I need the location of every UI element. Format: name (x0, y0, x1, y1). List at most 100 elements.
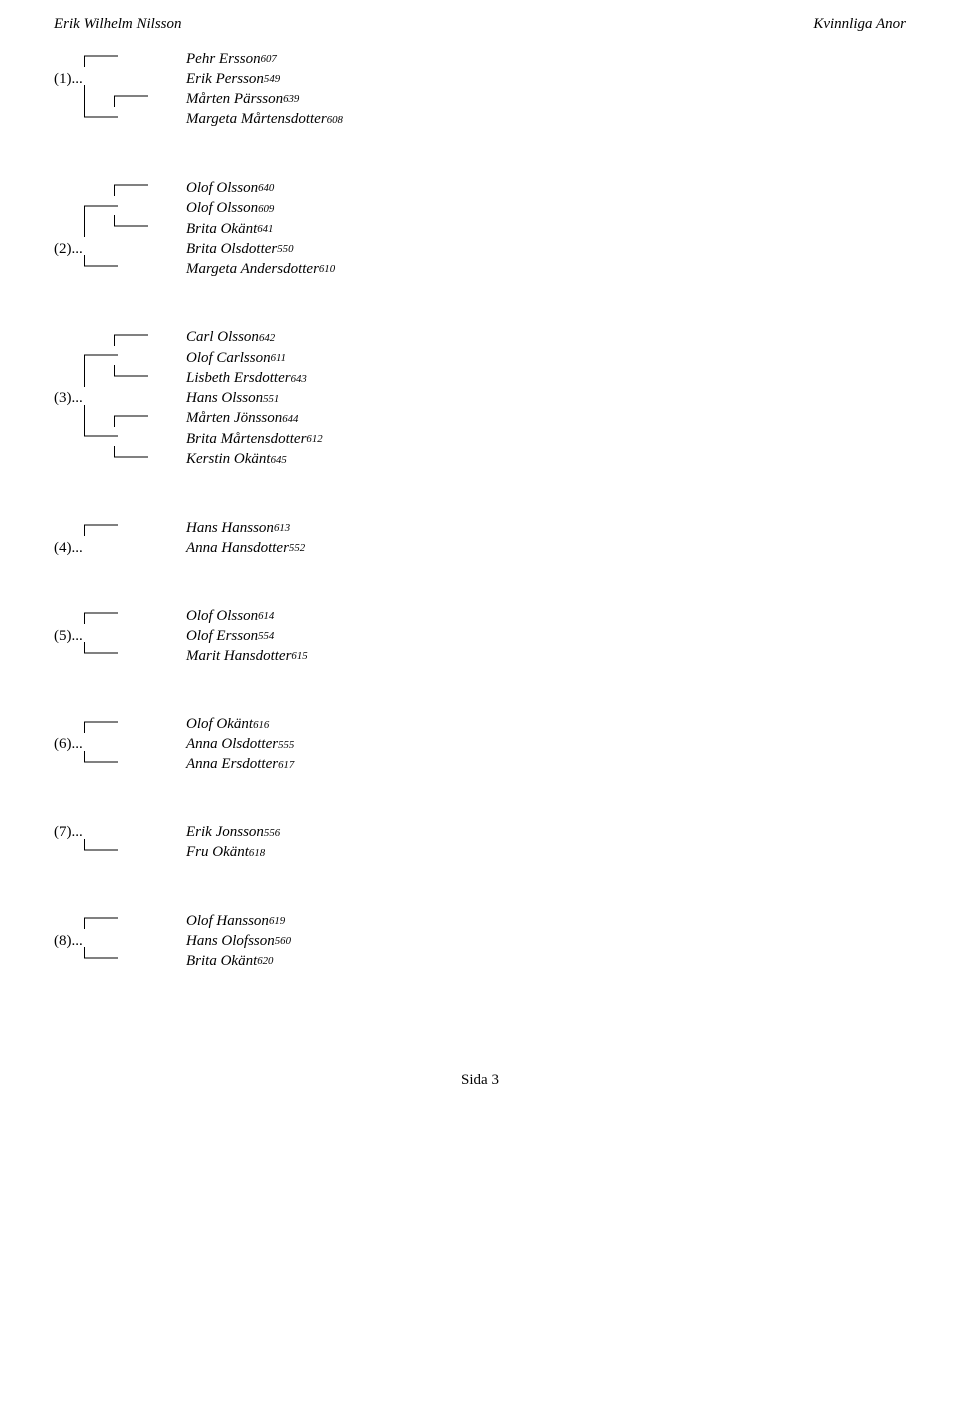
person-name: Olof Carlsson (186, 349, 271, 369)
person-name: Anna Ersdotter (186, 755, 278, 775)
person-name: Hans Olofsson (186, 932, 275, 952)
tree-row: Pehr Ersson607 (54, 49, 906, 70)
row-prefix: (6)... (54, 735, 186, 755)
branch-bot-icon (84, 110, 118, 124)
group-8: Olof Hansson619 (8)... Hans Olofsson560 … (54, 911, 906, 972)
branch-bot-icon (84, 755, 118, 769)
branch-pass-bot-icon (84, 219, 148, 233)
row-prefix: (8)... (54, 932, 186, 952)
branch-bot-icon (84, 259, 118, 273)
person-name: Erik Jonsson (186, 823, 264, 843)
tree-row: Olof Olsson609 (54, 199, 906, 220)
page-footer: Sida 3 (0, 1012, 960, 1115)
person-name: Brita Okänt (186, 952, 257, 972)
tree-row: Margeta Andersdotter610 (54, 259, 906, 280)
tree-row: (3)... Hans Olsson551 (54, 389, 906, 409)
person-name: Olof Olsson (186, 179, 258, 199)
tree-row: (8)... Hans Olofsson560 (54, 932, 906, 952)
tree-row: Kerstin Okänt645 (54, 450, 906, 471)
header-right: Kvinnliga Anor (813, 16, 906, 33)
person-name: Olof Olsson (186, 199, 258, 219)
tree-row: Olof Olsson640 (54, 178, 906, 199)
person-name: Olof Okänt (186, 715, 253, 735)
tree-row: Fru Okänt618 (54, 843, 906, 864)
branch-top-icon (84, 715, 118, 729)
tree-row: Margeta Mårtensdotter608 (54, 110, 906, 131)
person-name: Anna Olsdotter (186, 735, 278, 755)
group-1: Pehr Ersson607 (1)... Erik Persson549 Må… (54, 49, 906, 130)
row-prefix: (7)... (54, 823, 186, 843)
branch-bot-icon (84, 843, 118, 857)
person-name: Hans Olsson (186, 389, 263, 409)
tree-row: Olof Olsson614 (54, 606, 906, 627)
person-name: Anna Hansdotter (186, 539, 289, 559)
tree-row: Marit Hansdotter615 (54, 646, 906, 667)
person-name: Brita Okänt (186, 220, 257, 240)
page-number: Sida 3 (461, 1072, 499, 1088)
tree-row: Olof Okänt616 (54, 715, 906, 736)
tree-row: (7)... Erik Jonsson556 (54, 823, 906, 843)
branch-bot-icon (84, 951, 118, 965)
tree-row: Carl Olsson642 (54, 328, 906, 349)
branch-top-icon (84, 606, 118, 620)
person-name: Carl Olsson (186, 328, 259, 348)
group-7: (7)... Erik Jonsson556 Fru Okänt618 (54, 823, 906, 863)
branch-top-icon (84, 199, 118, 213)
branch-pass-top-icon (84, 409, 148, 423)
person-name: Brita Mårtensdotter (186, 430, 306, 450)
page-header: Erik Wilhelm Nilsson Kvinnliga Anor (0, 0, 960, 37)
group-4: Hans Hansson613 (4)... Anna Hansdotter55… (54, 518, 906, 558)
header-left: Erik Wilhelm Nilsson (54, 16, 182, 33)
person-name: Mårten Jönsson (186, 409, 282, 429)
person-name: Margeta Mårtensdotter (186, 110, 327, 130)
person-name: Erik Persson (186, 70, 264, 90)
tree-row: Olof Hansson619 (54, 911, 906, 932)
group-2: Olof Olsson640 Olof Olsson609 Brita Okän… (54, 178, 906, 280)
branch-bot-icon (114, 450, 148, 464)
branch-bot-icon (84, 429, 118, 443)
tree-row: (2)... Brita Olsdotter550 (54, 240, 906, 260)
tree-row: Mårten Pärsson639 (54, 89, 906, 110)
person-name: Olof Ersson (186, 627, 258, 647)
row-prefix: (5)... (54, 627, 186, 647)
tree-row: Anna Ersdotter617 (54, 755, 906, 776)
group-3: Carl Olsson642 Olof Carlsson611 Lisbeth … (54, 328, 906, 471)
branch-top-icon (84, 911, 118, 925)
tree-row: Hans Hansson613 (54, 518, 906, 539)
tree-row: Brita Mårtensdotter612 (54, 429, 906, 450)
person-name: Olof Hansson (186, 912, 269, 932)
tree-row: Lisbeth Ersdotter643 (54, 369, 906, 390)
person-name: Marit Hansdotter (186, 647, 291, 667)
tree-row: Brita Okänt620 (54, 951, 906, 972)
branch-top-icon (84, 518, 118, 532)
genealogy-content: Pehr Ersson607 (1)... Erik Persson549 Må… (0, 37, 960, 972)
tree-row: Brita Okänt641 (54, 219, 906, 240)
branch-top-icon (84, 348, 118, 362)
group-6: Olof Okänt616 (6)... Anna Olsdotter555 A… (54, 715, 906, 776)
branch-pass-top-icon (84, 89, 148, 103)
person-name: Brita Olsdotter (186, 240, 277, 260)
row-prefix: (1)... (54, 70, 186, 90)
branch-top-icon (114, 178, 148, 192)
tree-row: Olof Carlsson611 (54, 348, 906, 369)
person-name: Kerstin Okänt (186, 450, 271, 470)
tree-row: (4)... Anna Hansdotter552 (54, 539, 906, 559)
row-prefix: (4)... (54, 539, 186, 559)
person-name: Pehr Ersson (186, 50, 261, 70)
tree-row: Mårten Jönsson644 (54, 409, 906, 430)
person-name: Fru Okänt (186, 843, 249, 863)
tree-row: (5)... Olof Ersson554 (54, 627, 906, 647)
row-prefix: (3)... (54, 389, 186, 409)
person-name: Mårten Pärsson (186, 90, 283, 110)
branch-top-icon (84, 49, 118, 63)
tree-row: (1)... Erik Persson549 (54, 70, 906, 90)
branch-pass-bot-icon (84, 369, 148, 383)
branch-top-icon (114, 328, 148, 342)
person-name: Olof Olsson (186, 607, 258, 627)
group-5: Olof Olsson614 (5)... Olof Ersson554 Mar… (54, 606, 906, 667)
person-name: Margeta Andersdotter (186, 260, 319, 280)
person-name: Hans Hansson (186, 519, 274, 539)
tree-row: (6)... Anna Olsdotter555 (54, 735, 906, 755)
row-prefix: (2)... (54, 240, 186, 260)
person-name: Lisbeth Ersdotter (186, 369, 291, 389)
